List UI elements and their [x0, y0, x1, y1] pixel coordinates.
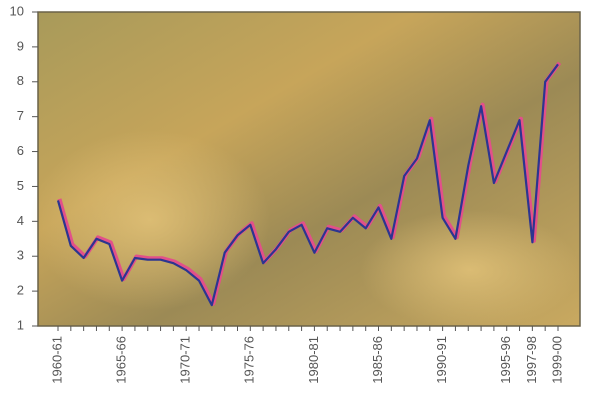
y-tick-label: 6	[17, 143, 24, 158]
y-tick-label: 3	[17, 248, 24, 263]
x-tick-label: 1985-86	[370, 336, 385, 384]
y-tick-label: 8	[17, 73, 24, 88]
x-tick-label: 1995-96	[498, 336, 513, 384]
line	[56, 63, 559, 307]
background-highlight	[360, 210, 580, 330]
y-tick-label: 5	[17, 178, 24, 193]
background-highlight	[30, 130, 270, 310]
x-tick-label: 1975-76	[242, 336, 257, 384]
y-tick-label: 10	[10, 3, 24, 18]
x-tick-label: 1980-81	[306, 336, 321, 384]
x-tick-label: 1970-71	[178, 336, 193, 384]
x-tick-label: 1999-00	[549, 336, 564, 384]
x-tick-label: 1960-61	[49, 336, 64, 384]
y-tick-label: 1	[17, 317, 24, 332]
y-tick-label: 4	[17, 213, 24, 228]
x-tick-label: 1997-98	[524, 336, 539, 384]
y-tick-label: 9	[17, 38, 24, 53]
y-tick-label: 7	[17, 108, 24, 123]
y-tick-label: 2	[17, 283, 24, 298]
line-shadow	[57, 61, 562, 306]
plot-frame	[37, 11, 581, 327]
x-tick-label: 1990-91	[434, 336, 449, 384]
x-tick-label: 1965-66	[114, 336, 129, 384]
